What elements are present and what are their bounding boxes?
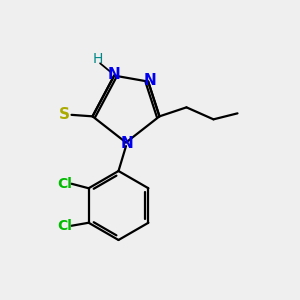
Text: Cl: Cl xyxy=(57,219,72,233)
Text: Cl: Cl xyxy=(57,177,72,191)
Text: N: N xyxy=(121,136,134,152)
Text: S: S xyxy=(58,107,70,122)
Text: N: N xyxy=(108,67,121,82)
Text: N: N xyxy=(143,73,156,88)
Text: H: H xyxy=(92,52,103,66)
